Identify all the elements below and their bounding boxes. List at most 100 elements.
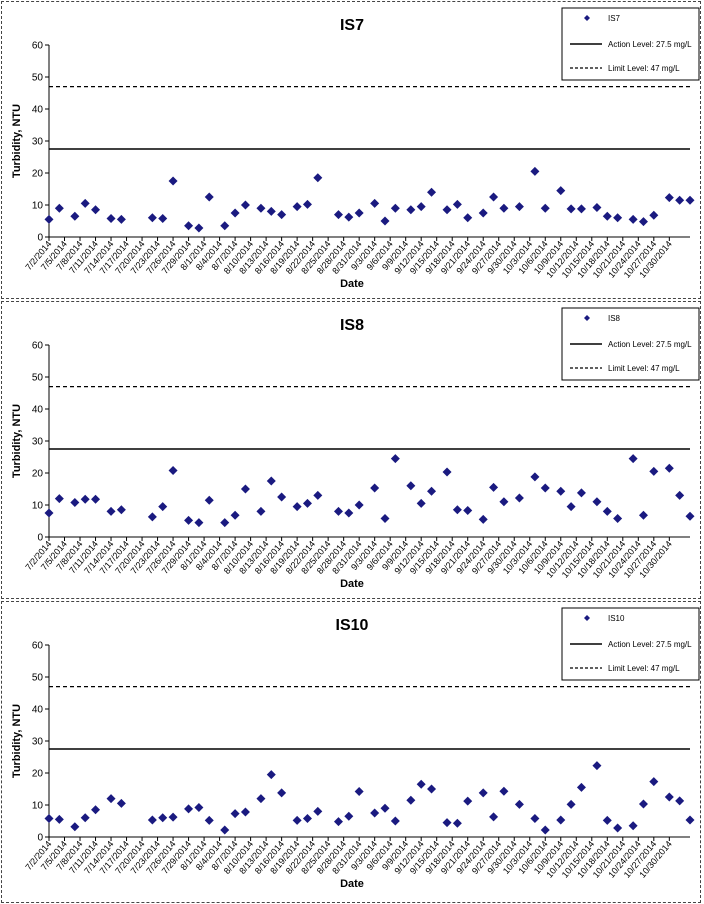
data-point (44, 813, 54, 823)
data-point (370, 483, 380, 493)
data-point (313, 173, 323, 183)
data-point (277, 210, 287, 220)
data-point (256, 794, 266, 804)
data-point (514, 202, 524, 212)
data-point (442, 205, 452, 215)
data-point (333, 506, 343, 516)
data-point (540, 203, 550, 213)
data-point (106, 213, 116, 223)
legend-label-series: IS8 (608, 314, 621, 323)
data-point (266, 770, 276, 780)
data-point (147, 213, 157, 223)
chart-title: IS8 (340, 317, 364, 334)
data-point (540, 483, 550, 493)
data-point (499, 497, 509, 507)
data-point (463, 505, 473, 515)
data-point (628, 454, 638, 464)
data-point (147, 815, 157, 825)
data-point (168, 176, 178, 186)
data-point (220, 825, 230, 835)
data-point (416, 498, 426, 508)
legend-label-limit-level: Limit Level: 47 mg/L (608, 64, 680, 73)
data-point (194, 518, 204, 528)
data-point (576, 488, 586, 498)
data-point (649, 777, 659, 787)
y-tick-label: 40 (32, 105, 44, 116)
legend-label-limit-level: Limit Level: 47 mg/L (608, 364, 680, 373)
legend-label-action-level: Action Level: 27.5 mg/L (608, 640, 692, 649)
data-point (452, 505, 462, 515)
data-point (44, 214, 54, 224)
chart-title: IS7 (340, 17, 364, 34)
data-point (638, 510, 648, 520)
data-point (116, 214, 126, 224)
y-tick-label: 30 (32, 737, 44, 748)
data-point (70, 822, 80, 832)
data-point (556, 815, 566, 825)
y-tick-label: 10 (32, 201, 44, 212)
data-point (613, 213, 623, 223)
data-point (592, 761, 602, 771)
data-point (91, 494, 101, 504)
data-point (333, 210, 343, 220)
y-tick-label: 40 (32, 705, 44, 716)
x-axis-title: Date (340, 278, 364, 290)
data-point (406, 205, 416, 215)
data-point (292, 202, 302, 212)
chart-title: IS10 (336, 617, 369, 634)
data-point (675, 796, 685, 806)
data-point (427, 486, 437, 496)
data-point (566, 799, 576, 809)
data-point (147, 512, 157, 522)
data-point (489, 482, 499, 492)
data-point (452, 199, 462, 209)
data-point (427, 784, 437, 794)
y-tick-label: 20 (32, 769, 44, 780)
data-point (184, 515, 194, 525)
data-point (499, 786, 509, 796)
data-point (292, 815, 302, 825)
y-axis-title: Turbidity, NTU (11, 704, 23, 778)
data-point (106, 794, 116, 804)
data-point (106, 506, 116, 516)
data-point (390, 816, 400, 826)
data-point (685, 195, 695, 205)
data-point (54, 494, 64, 504)
y-tick-label: 20 (32, 169, 44, 180)
chart-is7: IS701020304050607/2/20147/5/20147/8/2014… (11, 7, 700, 290)
data-point (685, 815, 695, 825)
data-point (442, 818, 452, 828)
data-point (685, 511, 695, 521)
y-axis-title: Turbidity, NTU (11, 404, 23, 478)
y-tick-label: 40 (32, 405, 44, 416)
data-point (478, 788, 488, 798)
data-point (406, 795, 416, 805)
data-point (302, 199, 312, 209)
data-point (576, 204, 586, 214)
data-point (91, 805, 101, 815)
data-point (292, 502, 302, 512)
data-point (649, 210, 659, 220)
data-point (664, 792, 674, 802)
data-point (628, 821, 638, 831)
data-point (220, 221, 230, 231)
data-point (638, 217, 648, 227)
data-point (194, 803, 204, 813)
data-point (354, 208, 364, 218)
data-point (302, 813, 312, 823)
data-point (530, 166, 540, 176)
data-point (370, 808, 380, 818)
legend-marker-series (584, 315, 590, 321)
data-point (390, 454, 400, 464)
chart-panel-is8: IS8 0 10 20 30 40 50 60 7/2/2014 7/5/2014 7/8/2014… (1, 301, 701, 599)
data-point (566, 502, 576, 512)
data-point (416, 202, 426, 212)
data-point (80, 813, 90, 823)
data-point (556, 486, 566, 496)
data-point (380, 513, 390, 523)
data-point (530, 813, 540, 823)
data-point (277, 788, 287, 798)
y-tick-label: 60 (32, 641, 44, 652)
chart-panel-is7: IS7 0 10 20 30 40 50 60 7/2/2014 7/5/2014 7/8/2014… (1, 1, 701, 299)
data-point (638, 799, 648, 809)
